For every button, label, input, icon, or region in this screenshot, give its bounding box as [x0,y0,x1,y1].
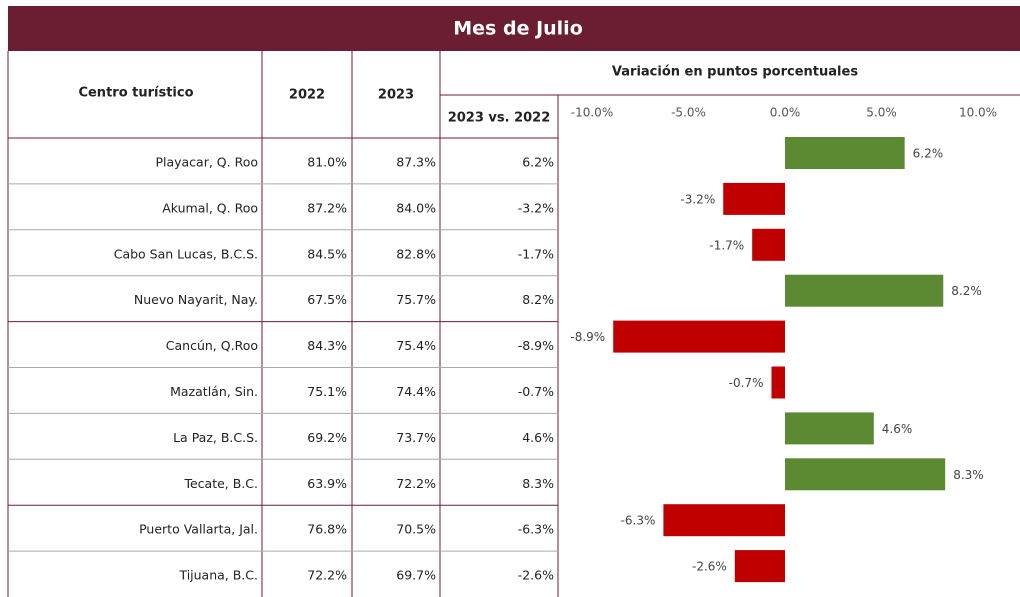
bar [785,458,946,491]
cell: 8.2% [522,292,554,307]
x-tick-label: 10.0% [959,106,997,120]
x-tick-label: 0.0% [770,106,801,120]
cell: -1.7% [518,246,554,261]
cell: 67.5% [307,292,347,307]
cell: Akumal, Q. Roo [162,200,258,215]
cell: 72.2% [307,568,347,583]
cell: -6.3% [518,522,554,537]
cell: Tecate, B.C. [183,476,258,491]
group-header: Variación en puntos porcentuales [612,65,858,80]
cell: 74.4% [396,384,436,399]
cell: Cabo San Lucas, B.C.S. [114,246,258,261]
data-label: 4.6% [882,422,913,436]
data-label: -6.3% [621,514,656,528]
cell: -3.2% [518,200,554,215]
bar [785,274,944,307]
bar [613,320,785,353]
cell: 81.0% [307,154,347,169]
data-label: -2.6% [692,560,727,574]
cell: 82.8% [396,246,436,261]
bar [752,228,785,261]
cell: 69.2% [307,430,347,445]
header: 2023 [378,88,414,103]
header: 2022 [289,88,325,103]
cell: Playacar, Q. Roo [155,154,258,169]
cell: La Paz, B.C.S. [173,430,258,445]
data-label: 8.2% [951,284,982,298]
cell: -0.7% [518,384,554,399]
cell: 75.4% [396,338,436,353]
data-label: 6.2% [913,147,944,161]
cell: 69.7% [396,568,436,583]
cell: Cancún, Q.Roo [166,338,258,353]
cell: 6.2% [522,154,554,169]
cell: 87.2% [307,200,347,215]
cell: 72.2% [396,476,436,491]
data-label: -3.2% [680,192,715,206]
cell: 84.3% [307,338,347,353]
bar [785,412,874,445]
cell: 70.5% [396,522,436,537]
x-tick-label: -10.0% [571,106,613,120]
sub-header: 2023 vs. 2022 [448,111,551,126]
cell: 84.0% [396,200,436,215]
cell: 73.7% [396,430,436,445]
cell: 8.3% [522,476,554,491]
cell: Mazatlán, Sin. [170,384,258,399]
cell: 75.7% [396,292,436,307]
cell: -8.9% [518,338,554,353]
cell: Puerto Vallarta, Jal. [139,522,258,537]
cell: Tijuana, B.C. [178,568,258,583]
cell: 76.8% [307,522,347,537]
bar [785,137,905,169]
cell: 75.1% [307,384,347,399]
cell: Nuevo Nayarit, Nay. [134,292,258,307]
bar [734,550,785,583]
bar [663,504,785,537]
header: Centro turístico [78,86,193,101]
cell: -2.6% [518,568,554,583]
cell: 87.3% [396,154,436,169]
cell: 84.5% [307,246,347,261]
x-tick-label: -5.0% [671,106,706,120]
title-bar [8,6,1020,51]
data-label: -8.9% [570,330,605,344]
data-label: 8.3% [953,468,984,482]
bar [771,366,785,399]
x-tick-label: 5.0% [866,106,897,120]
title: Mes de Julio [453,18,583,40]
data-label: -0.7% [729,376,764,390]
data-label: -1.7% [709,238,744,252]
cell: 63.9% [307,476,347,491]
bar [723,182,785,215]
cell: 4.6% [522,430,554,445]
